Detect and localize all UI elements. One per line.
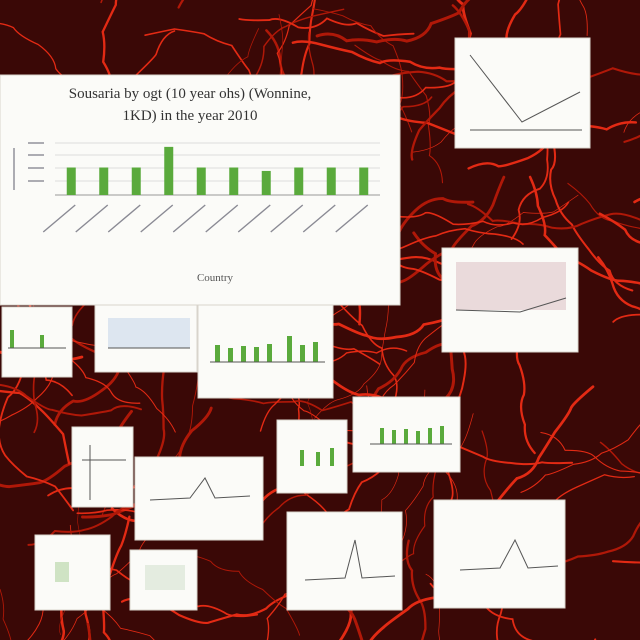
x-tick-smudge <box>140 204 174 233</box>
vein <box>597 256 640 311</box>
main-card: Sousaria by ogt (10 year ohs) (Wonnine, … <box>0 74 401 306</box>
card <box>34 534 111 611</box>
x-tick-smudge <box>335 204 369 233</box>
vein <box>0 383 142 417</box>
vein <box>540 431 640 474</box>
vein <box>599 441 640 474</box>
vein <box>598 212 640 244</box>
card <box>1 306 73 378</box>
bar <box>164 146 174 195</box>
x-tick-smudge <box>75 204 109 233</box>
chart-title: 1KD) in the year 2010 <box>123 108 258 124</box>
bar <box>326 167 336 195</box>
bar <box>66 167 76 195</box>
card <box>441 247 579 353</box>
chart-title: Sousaria by ogt (10 year ohs) (Wonnine, <box>69 86 312 102</box>
card <box>276 419 348 494</box>
vein <box>520 424 640 493</box>
tick-smudges <box>13 142 44 190</box>
bar <box>294 167 304 195</box>
x-tick-smudge <box>205 204 239 233</box>
card <box>129 549 198 611</box>
vein <box>207 381 381 412</box>
bar <box>359 167 369 195</box>
vein <box>405 539 427 640</box>
card <box>433 499 566 609</box>
vein <box>456 0 476 65</box>
vein <box>69 587 91 640</box>
x-axis-label: Country <box>197 272 234 284</box>
x-tick-smudge <box>107 204 141 233</box>
vein <box>567 182 640 229</box>
x-tick-smudge <box>172 204 206 233</box>
vein <box>549 138 634 292</box>
x-tick-smudge <box>42 204 76 233</box>
x-tick-smudge <box>237 204 271 233</box>
bar <box>196 167 206 195</box>
x-tick-smudge <box>302 204 336 233</box>
card <box>454 37 591 149</box>
vein <box>0 373 54 422</box>
vein <box>0 389 71 465</box>
bar <box>131 167 141 195</box>
vein <box>466 203 640 230</box>
card <box>94 299 198 373</box>
vein <box>394 201 570 226</box>
card <box>197 304 334 399</box>
card <box>134 456 264 541</box>
vein <box>354 44 444 184</box>
vein <box>0 588 12 640</box>
vein <box>276 0 314 84</box>
card <box>71 426 134 508</box>
bar <box>261 170 271 195</box>
grid <box>55 142 380 182</box>
bar <box>99 167 109 195</box>
bar <box>229 167 239 195</box>
vein <box>0 370 75 512</box>
vein <box>291 40 471 71</box>
card <box>352 396 461 473</box>
x-tick-smudge <box>270 204 304 233</box>
vein <box>238 17 415 37</box>
card <box>286 511 403 611</box>
vein <box>579 0 588 36</box>
